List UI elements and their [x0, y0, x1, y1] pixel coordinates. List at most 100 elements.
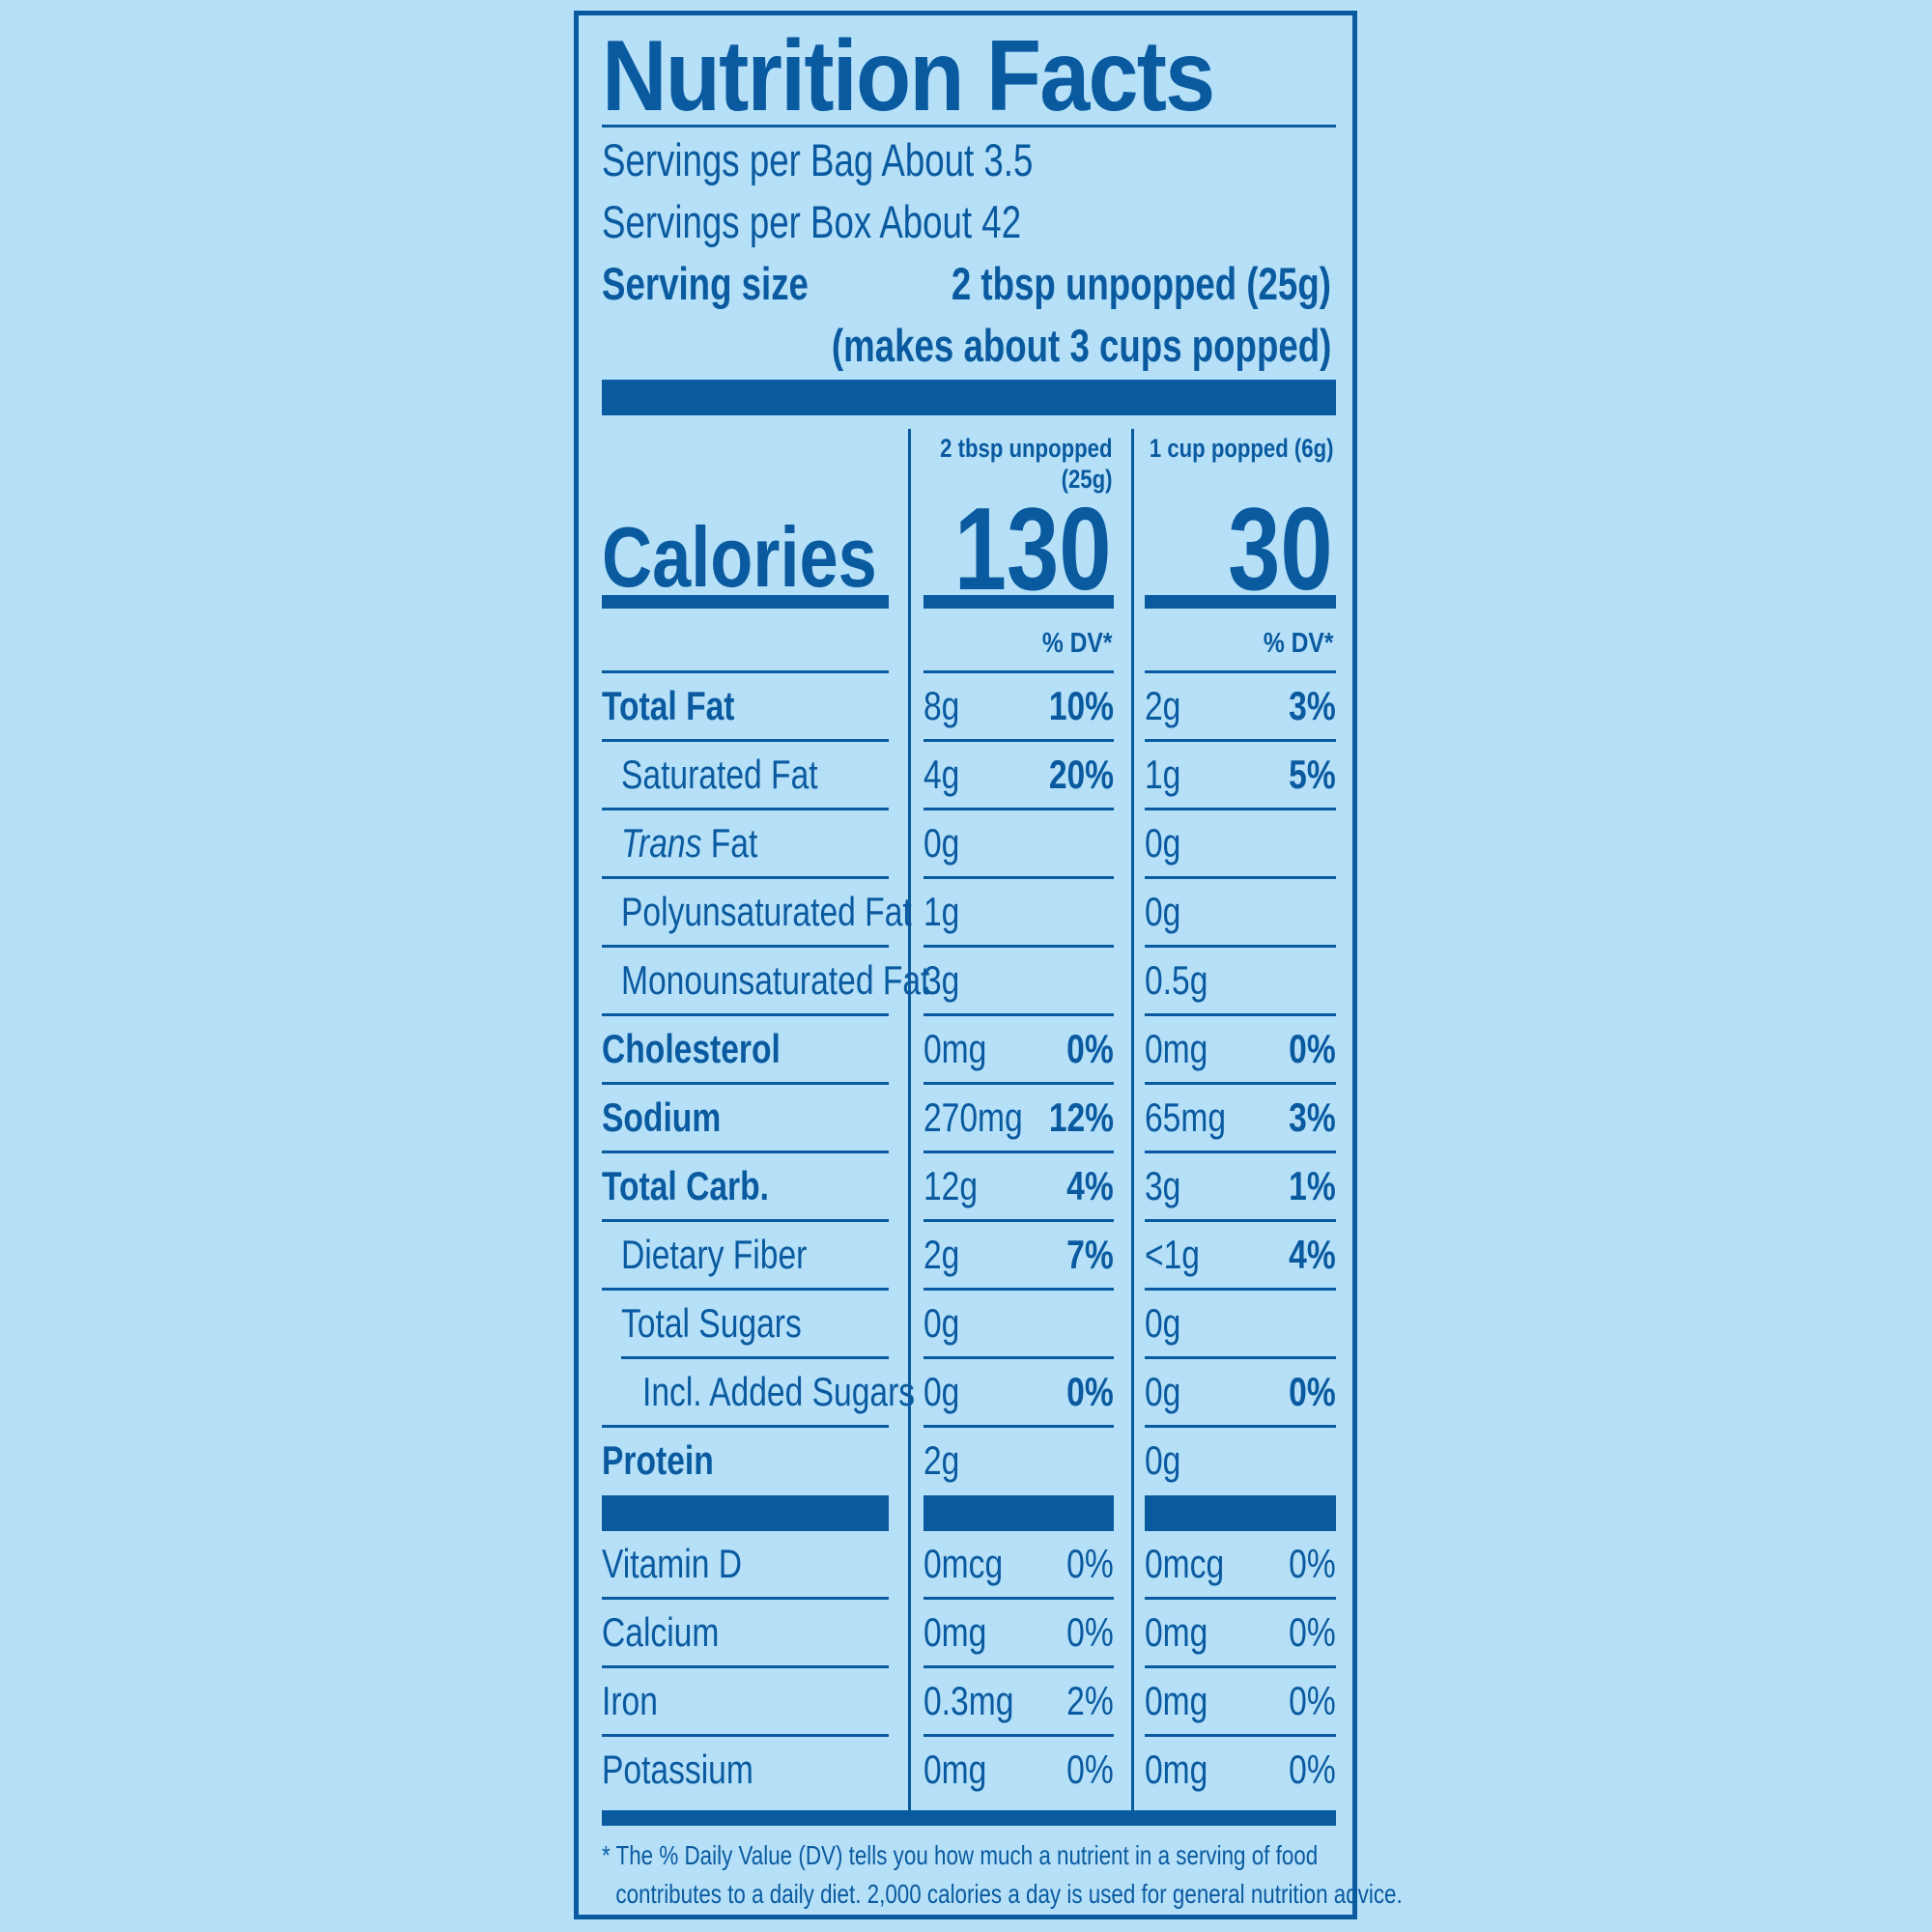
thick-bar-top: [602, 380, 1336, 415]
nutrient-name-text: Cholesterol: [602, 1026, 781, 1071]
footnote-bar: [602, 1810, 1336, 1826]
amount: 0mg: [1145, 1026, 1208, 1071]
vitamin-col1: 0mg 0%: [923, 1737, 1114, 1803]
nutrient-col2: <1g 4%: [1145, 1222, 1336, 1291]
percent-dv: 10%: [1048, 683, 1114, 728]
vitamin-col2: 0mg 0%: [1145, 1600, 1336, 1668]
percent-dv: 0%: [1289, 1747, 1336, 1792]
nutrient-name-text: Total Sugars: [621, 1300, 802, 1346]
percent-dv: 2%: [1066, 1678, 1114, 1723]
amount: 2g: [923, 1437, 960, 1483]
dv-header-col1: % DV*: [1041, 628, 1112, 659]
vitamin-name-text: Iron: [602, 1678, 658, 1723]
amount: 12g: [923, 1163, 979, 1208]
thick-bar-vitamins-col2: [1145, 1495, 1336, 1531]
percent-dv: 0%: [1289, 1541, 1336, 1586]
vitamin-row-vitamin-d: Vitamin D 0mcg 0% 0mcg 0%: [579, 1531, 1351, 1600]
nutrient-row-total-sugars: Total Sugars 0g 0g: [579, 1291, 1351, 1359]
trans-rest: Fat: [701, 820, 758, 866]
percent-dv: 4%: [1289, 1232, 1336, 1277]
amount: 0g: [1145, 1369, 1181, 1414]
amount: 0g: [1145, 1300, 1181, 1346]
nutrient-col1: 0g: [923, 810, 1114, 879]
vitamin-row-calcium: Calcium 0mg 0% 0mg 0%: [579, 1600, 1351, 1668]
percent-dv: 12%: [1048, 1094, 1114, 1140]
nutrient-col1: 8g 10%: [923, 673, 1114, 742]
amount: 65mg: [1145, 1094, 1227, 1140]
amount: 0.5g: [1145, 957, 1208, 1003]
serving-size-value: 2 tbsp unpopped (25g): [951, 258, 1331, 309]
amount: 1g: [923, 889, 960, 934]
nutrient-row-added-sugars: Incl. Added Sugars 0g 0% 0g 0%: [579, 1359, 1351, 1428]
percent-dv: 7%: [1066, 1232, 1114, 1277]
nutrient-col1: 0g 0%: [923, 1359, 1114, 1428]
nutrient-name: Protein: [602, 1428, 889, 1493]
vitamin-col1: 0mg 0%: [923, 1600, 1114, 1668]
title-rule: [602, 125, 1336, 128]
percent-dv: 0%: [1066, 1609, 1114, 1655]
amount: <1g: [1145, 1232, 1200, 1277]
trans-italic: Trans: [621, 820, 702, 866]
percent-dv: 1%: [1289, 1163, 1336, 1208]
nutrient-row-cholesterol: Cholesterol 0mg 0% 0mg 0%: [579, 1016, 1351, 1085]
nutrient-row-polyunsaturated-fat: Polyunsaturated Fat 1g 0g: [579, 879, 1351, 948]
amount: 0g: [1145, 820, 1181, 866]
amount: 0mcg: [1145, 1541, 1225, 1586]
amount: 0.3mg: [923, 1678, 1014, 1723]
percent-dv: 3%: [1289, 683, 1336, 728]
nutrient-name-text: Monounsaturated Fat: [621, 957, 930, 1003]
nutrient-name-text: Saturated Fat: [621, 752, 818, 797]
percent-dv: 0%: [1289, 1026, 1336, 1071]
nutrient-name-text: Total Carb.: [602, 1163, 769, 1208]
dv-rule-label: [602, 670, 889, 673]
nutrient-name: Cholesterol: [602, 1016, 889, 1085]
vitamin-col2: 0mg 0%: [1145, 1668, 1336, 1737]
amount: 0mg: [923, 1609, 987, 1655]
calories-bar-col2: [1145, 595, 1336, 609]
nutrient-col2: 1g 5%: [1145, 742, 1336, 810]
percent-dv: 0%: [1289, 1369, 1336, 1414]
servings-per-box: Servings per Box About 42: [602, 196, 1022, 247]
nutrient-col1: 4g 20%: [923, 742, 1114, 810]
nutrient-col1: 0mg 0%: [923, 1016, 1114, 1085]
nutrient-name-text: Trans Fat: [621, 810, 757, 876]
thick-bar-vitamins-label: [602, 1495, 889, 1531]
vitamin-col2: 0mcg 0%: [1145, 1531, 1336, 1600]
nutrient-col2: 3g 1%: [1145, 1153, 1336, 1222]
nutrient-col1: 1g: [923, 879, 1114, 948]
nutrition-facts-label: Nutrition Facts Servings per Bag About 3…: [574, 11, 1403, 1919]
calories-unpopped-value: 130: [954, 483, 1112, 614]
nutrient-name: Saturated Fat: [602, 742, 889, 810]
nutrient-row-sodium: Sodium 270mg 12% 65mg 3%: [579, 1085, 1351, 1153]
percent-dv: 0%: [1289, 1678, 1336, 1723]
total-sugars-indented-rule: [621, 1356, 889, 1359]
vitamin-col1: 0.3mg 2%: [923, 1668, 1114, 1737]
nutrient-name-text: Total Fat: [602, 683, 735, 728]
amount: 0g: [923, 1369, 960, 1414]
amount: 0g: [1145, 1437, 1181, 1483]
label-title: Nutrition Facts: [602, 20, 1215, 132]
amount: 0g: [923, 1300, 960, 1346]
amount: 1g: [1145, 752, 1181, 797]
nutrient-col2: 0g 0%: [1145, 1359, 1336, 1428]
percent-dv: 4%: [1066, 1163, 1114, 1208]
nutrient-col2: 65mg 3%: [1145, 1085, 1336, 1153]
nutrient-row-protein: Protein 2g 0g: [579, 1428, 1351, 1496]
amount: 0mg: [1145, 1678, 1208, 1723]
vitamin-row-iron: Iron 0.3mg 2% 0mg 0%: [579, 1668, 1351, 1737]
nutrient-col2: 0g: [1145, 879, 1336, 948]
amount: 2g: [923, 1232, 960, 1277]
calories-popped-value: 30: [1228, 483, 1333, 614]
nutrient-row-total-fat: Total Fat 8g 10% 2g 3%: [579, 673, 1351, 742]
percent-dv: 5%: [1289, 752, 1336, 797]
vitamin-name-text: Vitamin D: [602, 1541, 743, 1586]
nutrient-name-text: Dietary Fiber: [621, 1232, 808, 1277]
vitamin-name: Calcium: [602, 1600, 889, 1668]
servings-per-bag: Servings per Bag About 3.5: [602, 134, 1034, 185]
nutrient-name: Incl. Added Sugars: [602, 1359, 915, 1428]
percent-dv: 0%: [1066, 1026, 1114, 1071]
vitamin-row-potassium: Potassium 0mg 0% 0mg 0%: [579, 1737, 1351, 1805]
calories-bar-col1: [923, 595, 1114, 609]
nutrient-name: Dietary Fiber: [602, 1222, 889, 1291]
nutrient-row-saturated-fat: Saturated Fat 4g 20% 1g 5%: [579, 742, 1351, 810]
